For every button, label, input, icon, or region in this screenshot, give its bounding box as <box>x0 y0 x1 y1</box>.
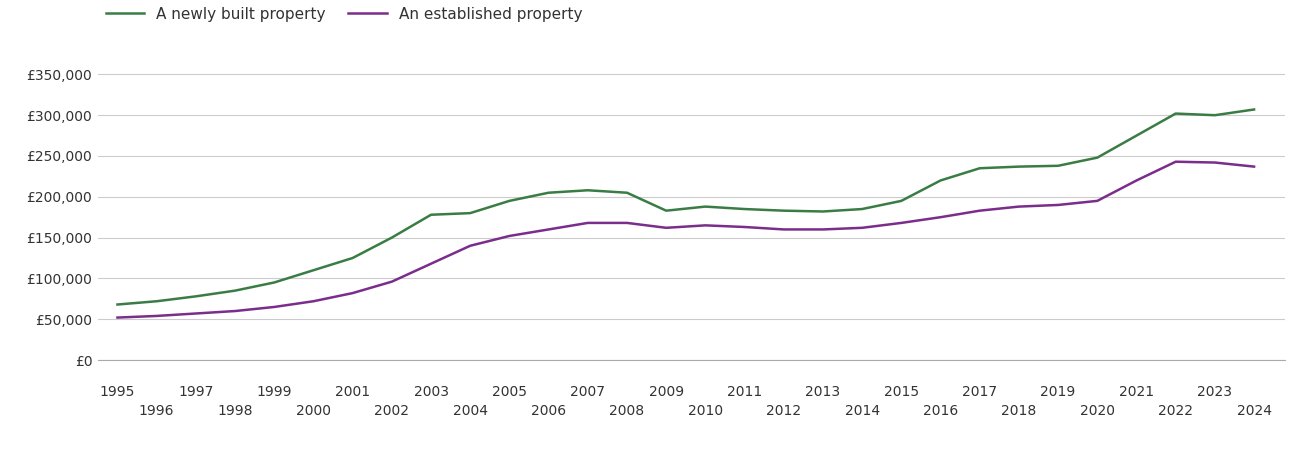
A newly built property <box>540 190 556 195</box>
A newly built property <box>579 188 595 193</box>
A newly built property <box>933 178 949 183</box>
A newly built property <box>149 298 164 304</box>
A newly built property <box>1207 112 1223 118</box>
Text: 2004: 2004 <box>453 405 488 418</box>
A newly built property <box>501 198 517 203</box>
A newly built property <box>384 235 399 240</box>
Text: 2005: 2005 <box>492 385 527 399</box>
An established property <box>658 225 673 230</box>
An established property <box>384 279 399 284</box>
Text: 2018: 2018 <box>1001 405 1036 418</box>
An established property <box>1246 164 1262 169</box>
A newly built property <box>423 212 438 217</box>
A newly built property <box>1246 107 1262 112</box>
A newly built property <box>1129 133 1144 138</box>
A newly built property <box>776 208 792 213</box>
Text: 2013: 2013 <box>805 385 840 399</box>
A newly built property <box>1090 155 1105 160</box>
An established property <box>423 261 438 266</box>
Line: A newly built property: A newly built property <box>117 109 1254 305</box>
Text: 1999: 1999 <box>257 385 292 399</box>
Text: 2011: 2011 <box>727 385 762 399</box>
Text: 2010: 2010 <box>688 405 723 418</box>
An established property <box>972 208 988 213</box>
A newly built property <box>894 198 910 203</box>
Text: 2002: 2002 <box>375 405 410 418</box>
Text: 2019: 2019 <box>1040 385 1075 399</box>
A newly built property <box>698 204 714 209</box>
Text: 2012: 2012 <box>766 405 801 418</box>
Text: 2024: 2024 <box>1237 405 1271 418</box>
An established property <box>855 225 870 230</box>
A newly built property <box>1168 111 1184 116</box>
An established property <box>776 227 792 232</box>
A newly built property <box>305 268 321 273</box>
An established property <box>619 220 634 225</box>
An established property <box>110 315 125 320</box>
An established property <box>501 233 517 238</box>
Text: 2006: 2006 <box>531 405 566 418</box>
An established property <box>1207 160 1223 165</box>
A newly built property <box>345 255 360 261</box>
An established property <box>227 308 243 314</box>
Text: 2021: 2021 <box>1118 385 1154 399</box>
An established property <box>1129 178 1144 183</box>
Text: 1996: 1996 <box>138 405 175 418</box>
Text: 2007: 2007 <box>570 385 606 399</box>
Text: 2015: 2015 <box>883 385 919 399</box>
Text: 1997: 1997 <box>179 385 214 399</box>
A newly built property <box>227 288 243 293</box>
An established property <box>149 313 164 319</box>
An established property <box>188 311 204 316</box>
Text: 2001: 2001 <box>335 385 371 399</box>
A newly built property <box>658 208 673 213</box>
A newly built property <box>972 166 988 171</box>
Line: An established property: An established property <box>117 162 1254 318</box>
An established property <box>1011 204 1027 209</box>
A newly built property <box>266 280 282 285</box>
Text: 2017: 2017 <box>962 385 997 399</box>
An established property <box>462 243 478 248</box>
An established property <box>579 220 595 225</box>
Text: 2020: 2020 <box>1079 405 1114 418</box>
An established property <box>540 227 556 232</box>
Text: 2008: 2008 <box>609 405 645 418</box>
A newly built property <box>855 207 870 212</box>
An established property <box>816 227 831 232</box>
A newly built property <box>1011 164 1027 169</box>
An established property <box>737 224 753 230</box>
A newly built property <box>1051 163 1066 168</box>
A newly built property <box>462 211 478 216</box>
An established property <box>345 290 360 296</box>
Text: 2022: 2022 <box>1158 405 1193 418</box>
A newly built property <box>188 294 204 299</box>
Text: 2009: 2009 <box>649 385 684 399</box>
An established property <box>933 215 949 220</box>
A newly built property <box>816 209 831 214</box>
An established property <box>894 220 910 225</box>
Text: 2023: 2023 <box>1198 385 1232 399</box>
A newly built property <box>110 302 125 307</box>
A newly built property <box>737 207 753 212</box>
Text: 1995: 1995 <box>99 385 136 399</box>
Text: 2000: 2000 <box>296 405 331 418</box>
Text: 2014: 2014 <box>844 405 880 418</box>
Text: 2016: 2016 <box>923 405 958 418</box>
Text: 2003: 2003 <box>414 385 449 399</box>
An established property <box>1090 198 1105 203</box>
An established property <box>698 223 714 228</box>
Text: 1998: 1998 <box>218 405 253 418</box>
An established property <box>1051 202 1066 207</box>
An established property <box>266 304 282 310</box>
A newly built property <box>619 190 634 195</box>
An established property <box>305 298 321 304</box>
Legend: A newly built property, An established property: A newly built property, An established p… <box>106 7 582 22</box>
An established property <box>1168 159 1184 164</box>
